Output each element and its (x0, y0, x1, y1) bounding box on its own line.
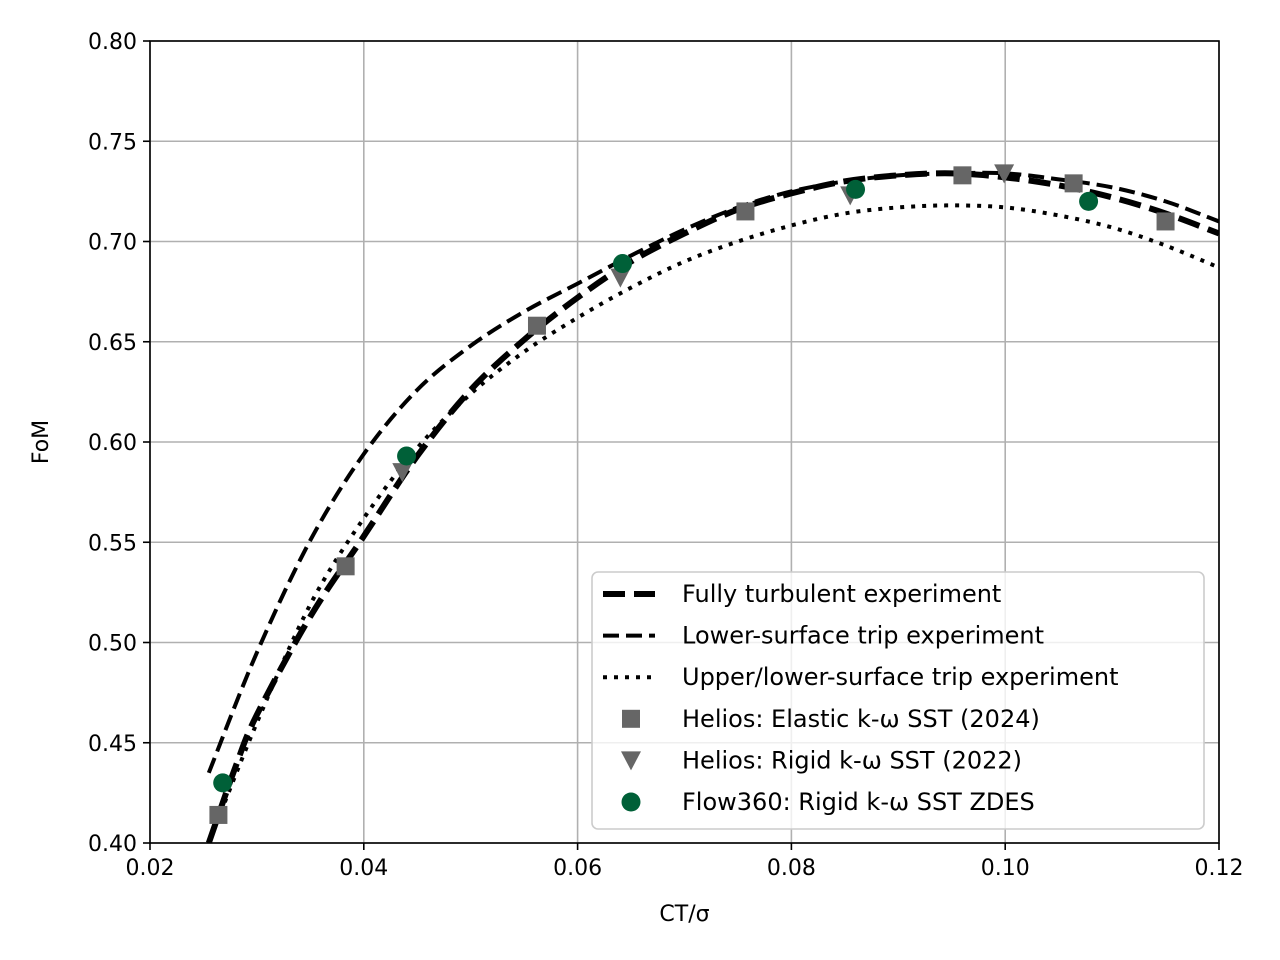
data-point (1156, 212, 1175, 231)
plot-series (205, 164, 1219, 843)
legend-swatch (622, 709, 640, 728)
data-point (213, 773, 233, 793)
legend-swatch (621, 792, 641, 812)
x-tick-label: 0.08 (767, 856, 816, 881)
y-tick-label: 0.40 (88, 832, 137, 857)
y-tick-label: 0.75 (88, 130, 137, 155)
data-point (397, 446, 417, 466)
legend-entry: Helios: Rigid k-ω SST (2022) (621, 746, 1022, 774)
data-point (953, 166, 972, 185)
series-line (206, 170, 1219, 774)
legend-entry: Flow360: Rigid k-ω SST ZDES (621, 788, 1035, 816)
legend-entry: Upper/lower-surface trip experiment (603, 663, 1118, 691)
data-point (612, 254, 632, 274)
x-tick-label: 0.06 (553, 856, 602, 881)
legend-label: Helios: Rigid k-ω SST (2022) (682, 746, 1022, 774)
data-point (846, 179, 866, 199)
series-2 (206, 203, 1219, 843)
y-tick-label: 0.70 (88, 231, 137, 256)
data-point (610, 268, 631, 288)
legend-entry: Fully turbulent experiment (603, 580, 1001, 608)
legend-label: Upper/lower-surface trip experiment (682, 663, 1118, 691)
data-point (527, 316, 546, 335)
series-5 (213, 179, 1099, 793)
legend-label: Fully turbulent experiment (682, 580, 1001, 608)
series-1 (206, 170, 1219, 774)
data-point (994, 164, 1015, 184)
x-tick-label: 0.12 (1195, 856, 1244, 881)
legend-box (591, 571, 1205, 830)
y-tick-label: 0.45 (88, 732, 137, 757)
y-axis-title: FoM (29, 420, 54, 464)
legend-entry: Lower-surface trip experiment (603, 622, 1044, 650)
legend-label: Lower-surface trip experiment (682, 622, 1044, 650)
series-line (205, 170, 1219, 843)
y-tick-label: 0.55 (88, 531, 137, 556)
x-tick-label: 0.10 (981, 856, 1030, 881)
data-point (336, 557, 355, 576)
data-point (1079, 191, 1099, 211)
legend-label: Helios: Elastic k-ω SST (2024) (682, 705, 1040, 733)
legend-entry: Helios: Elastic k-ω SST (2024) (622, 705, 1040, 733)
data-point (736, 202, 755, 221)
y-tick-label: 0.65 (88, 331, 137, 356)
data-point (392, 463, 413, 483)
legend: Fully turbulent experiment Lower-surface … (591, 571, 1205, 830)
series-3 (209, 166, 1175, 824)
data-point (1064, 174, 1083, 193)
x-tick-label: 0.02 (126, 856, 175, 881)
y-tick-label: 0.80 (88, 30, 137, 55)
legend-label: Flow360: Rigid k-ω SST ZDES (682, 788, 1035, 816)
x-axis-title: CT/σ (659, 902, 709, 927)
data-point (209, 805, 228, 824)
y-tick-label: 0.50 (88, 632, 137, 657)
x-tick-label: 0.04 (339, 856, 388, 881)
series-line (206, 203, 1219, 843)
y-tick-label: 0.60 (88, 431, 137, 456)
legend-swatch (621, 751, 641, 771)
ticks: 0.02 0.04 0.06 0.08 0.10 0.12 0.40 0.45 0.50 0.55… (88, 30, 1243, 881)
series-0 (205, 170, 1219, 843)
